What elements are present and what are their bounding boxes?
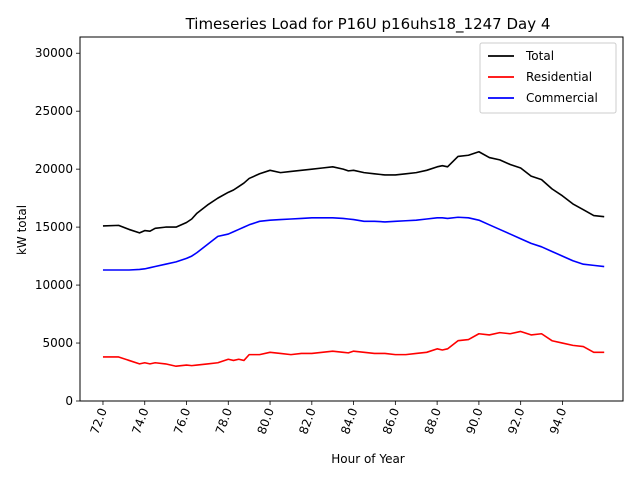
legend: Total Residential Commercial [479,42,617,114]
y-tick-label: 30000 [35,46,73,60]
y-tick-label: 10000 [35,278,73,292]
y-axis-ticks: 0 5000 10000 15000 20000 25000 30000 [35,46,80,408]
x-tick-label: 78.0 [213,406,235,436]
x-tick-label: 84.0 [338,406,360,436]
x-tick-label: 82.0 [296,406,318,436]
legend-label: Residential [526,70,592,84]
y-axis-label: kW total [15,205,29,255]
x-axis-ticks: 72.0 74.0 76.0 78.0 80.0 82.0 84.0 86.0 88.0 90.0… [87,401,569,436]
legend-label: Commercial [526,91,598,105]
y-tick-label: 0 [65,394,73,408]
x-tick-label: 76.0 [171,406,193,436]
x-tick-label: 80.0 [255,406,277,436]
x-tick-label: 72.0 [87,406,109,436]
legend-label: Total [525,49,554,63]
x-tick-label: 92.0 [505,406,527,436]
y-tick-label: 20000 [35,162,73,176]
series-layer [102,150,605,368]
series-line-commercial [102,216,605,271]
x-tick-label: 94.0 [547,406,569,436]
series-line-residential [102,330,605,368]
legend-box [479,42,617,114]
series-line-total [102,150,605,234]
y-tick-label: 25000 [35,104,73,118]
x-tick-label: 88.0 [422,406,444,436]
x-axis-label: Hour of Year [331,452,405,466]
x-tick-label: 86.0 [380,406,402,436]
y-tick-label: 15000 [35,220,73,234]
x-tick-label: 90.0 [463,406,485,436]
plot-frame [79,36,624,402]
y-tick-label: 5000 [42,336,73,350]
x-tick-label: 74.0 [129,406,151,436]
chart-title: Timeseries Load for P16U p16uhs18_1247 D… [185,15,551,34]
